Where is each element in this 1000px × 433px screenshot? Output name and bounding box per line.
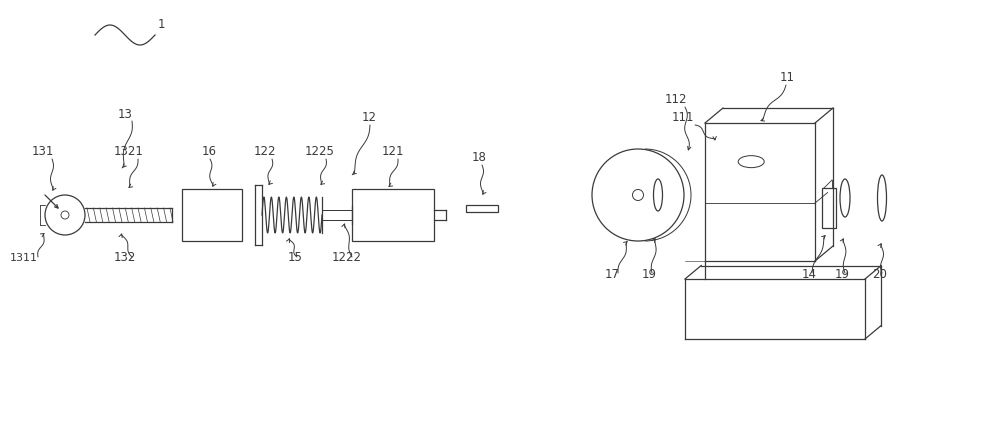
Text: 1222: 1222 bbox=[332, 251, 362, 264]
Bar bbox=[182, 189, 242, 241]
Text: 132: 132 bbox=[114, 251, 136, 264]
Text: 1321: 1321 bbox=[114, 145, 144, 158]
Text: 1225: 1225 bbox=[305, 145, 335, 158]
Text: 19: 19 bbox=[835, 268, 850, 281]
Text: 15: 15 bbox=[288, 251, 303, 264]
Text: 19: 19 bbox=[642, 268, 657, 281]
Text: 11: 11 bbox=[780, 71, 795, 84]
Text: 17: 17 bbox=[605, 268, 620, 281]
Text: 112: 112 bbox=[665, 93, 688, 106]
Text: 13: 13 bbox=[118, 108, 133, 121]
Text: 14: 14 bbox=[802, 268, 817, 281]
Bar bbox=[822, 188, 836, 228]
Text: 122: 122 bbox=[254, 145, 276, 158]
Bar bbox=[466, 204, 498, 211]
Bar bbox=[352, 189, 434, 241]
Text: 16: 16 bbox=[202, 145, 217, 158]
Text: 111: 111 bbox=[672, 111, 694, 124]
Text: 1311: 1311 bbox=[10, 253, 38, 263]
Text: 121: 121 bbox=[382, 145, 404, 158]
Text: 1: 1 bbox=[158, 18, 166, 31]
Text: 12: 12 bbox=[362, 111, 377, 124]
Text: 20: 20 bbox=[872, 268, 887, 281]
Text: 131: 131 bbox=[32, 145, 54, 158]
Text: 18: 18 bbox=[472, 151, 487, 164]
